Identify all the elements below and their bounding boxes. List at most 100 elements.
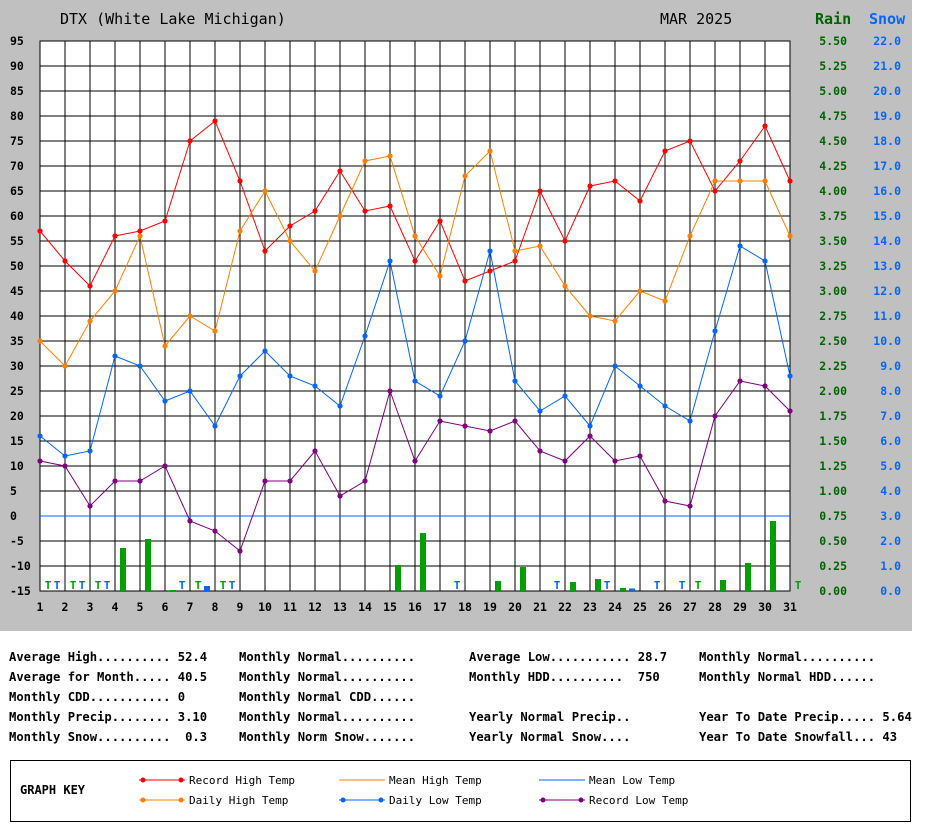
record-high-temp-point (187, 138, 193, 144)
daily-low-temp-point (62, 453, 68, 459)
snow-trace-label: T (179, 579, 186, 592)
record-low-temp-point (462, 423, 468, 429)
rain-bar (495, 581, 501, 591)
record-low-temp-point (287, 478, 293, 484)
stat-average-month: Average for Month..... 40.5 (9, 670, 208, 684)
graph-key-title: GRAPH KEY (20, 783, 86, 797)
daily-low-temp-point (612, 363, 618, 369)
record-low-temp-point (612, 458, 618, 464)
snow-bar (204, 586, 210, 591)
daily-high-temp-point (537, 243, 543, 249)
x-tick-label: 22 (558, 600, 572, 614)
daily-high-temp-point (112, 288, 118, 294)
x-tick-label: 4 (112, 600, 119, 614)
snow-trace-label: T (229, 579, 236, 592)
record-low-temp-point (212, 528, 218, 534)
record-low-temp-point (112, 478, 118, 484)
rain-tick-label: 1.00 (819, 484, 847, 498)
stat-monthly-normal-hdd: Monthly Normal HDD...... (699, 670, 876, 684)
y-tick-label: 75 (10, 134, 24, 148)
rain-tick-label: 2.75 (819, 309, 847, 323)
rain-trace-label: T (45, 579, 52, 592)
record-high-temp-point (287, 223, 293, 229)
rain-tick-label: 0.50 (819, 534, 847, 548)
x-tick-label: 21 (533, 600, 547, 614)
rain-trace-label: T (220, 579, 227, 592)
record-high-temp-point (512, 258, 518, 264)
snow-axis-title: Snow (869, 10, 906, 28)
stat-monthly-normal-cdd: Monthly Normal CDD...... (239, 690, 416, 704)
rain-tick-label: 0.25 (819, 559, 847, 573)
snow-trace-label: T (554, 579, 561, 592)
x-tick-label: 23 (583, 600, 597, 614)
stat-monthly-snow: Monthly Snow.......... 0.3 (9, 730, 208, 744)
record-low-temp-point (62, 463, 68, 469)
y-tick-label: 90 (10, 59, 24, 73)
daily-high-temp-point (337, 213, 343, 219)
x-tick-label: 11 (283, 600, 297, 614)
stat-ytd-precip: Year To Date Precip..... 5.64 (699, 710, 912, 724)
record-low-temp-point (762, 383, 768, 389)
record-low-temp-point (687, 503, 693, 509)
y-tick-label: 80 (10, 109, 24, 123)
y-tick-label: 15 (10, 434, 24, 448)
daily-high-temp-point (162, 343, 168, 349)
y-tick-label: 0 (10, 509, 17, 523)
daily-low-temp-point (87, 448, 93, 454)
key-daily-high-label: Daily High Temp (189, 794, 289, 807)
record-low-temp-point (787, 408, 793, 414)
y-tick-label: -5 (10, 534, 24, 548)
y-tick-label: 40 (10, 309, 24, 323)
snow-trace-label: T (654, 579, 661, 592)
snow-tick-label: 10.0 (873, 334, 901, 348)
rain-tick-label: 3.00 (819, 284, 847, 298)
daily-low-temp-point (262, 348, 268, 354)
daily-low-temp-point (337, 403, 343, 409)
daily-low-temp-point (587, 423, 593, 429)
x-tick-label: 9 (237, 600, 244, 614)
y-tick-label: 45 (10, 284, 24, 298)
record-high-temp-point (162, 218, 168, 224)
record-low-temp-point (312, 448, 318, 454)
daily-low-temp-point (312, 383, 318, 389)
record-high-temp-point (87, 283, 93, 289)
record-high-temp-point (612, 178, 618, 184)
record-high-temp-point (437, 218, 443, 224)
y-tick-label: 70 (10, 159, 24, 173)
record-high-temp-point (712, 188, 718, 194)
rain-bar (145, 539, 151, 591)
y-tick-label: 60 (10, 209, 24, 223)
daily-low-temp-point (662, 403, 668, 409)
x-tick-label: 27 (683, 600, 697, 614)
x-tick-label: 24 (608, 600, 622, 614)
daily-high-temp-point (312, 268, 318, 274)
daily-high-temp-point (62, 363, 68, 369)
record-low-temp-point (137, 478, 143, 484)
stat-monthly-normal-low: Monthly Normal.......... (699, 650, 876, 664)
stat-monthly-normal-precip: Monthly Normal.......... (239, 710, 416, 724)
x-tick-label: 15 (383, 600, 397, 614)
daily-high-temp-point (262, 188, 268, 194)
record-low-temp-point (587, 433, 593, 439)
record-low-temp-point (262, 478, 268, 484)
daily-low-temp-point (162, 398, 168, 404)
daily-low-temp-point (537, 408, 543, 414)
snow-trace-label: T (54, 579, 61, 592)
record-low-temp-point (512, 418, 518, 424)
daily-low-temp-point (237, 373, 243, 379)
y-tick-label: 50 (10, 259, 24, 273)
rain-bar (620, 588, 626, 591)
daily-high-temp-point (437, 273, 443, 279)
chart-area: DTX (White Lake Michigan) MAR 2025 Rain … (0, 0, 912, 631)
climate-chart: 95908580757065605550454035302520151050-5… (10, 34, 901, 614)
x-tick-label: 13 (333, 600, 347, 614)
rain-tick-label: 2.25 (819, 359, 847, 373)
snow-tick-label: 17.0 (873, 159, 901, 173)
record-high-temp-point (112, 233, 118, 239)
record-low-temp-point (362, 478, 368, 484)
x-tick-label: 20 (508, 600, 522, 614)
daily-high-temp-point (37, 338, 43, 344)
daily-high-temp-point (237, 228, 243, 234)
rain-tick-label: 1.75 (819, 409, 847, 423)
daily-high-temp-point (662, 298, 668, 304)
